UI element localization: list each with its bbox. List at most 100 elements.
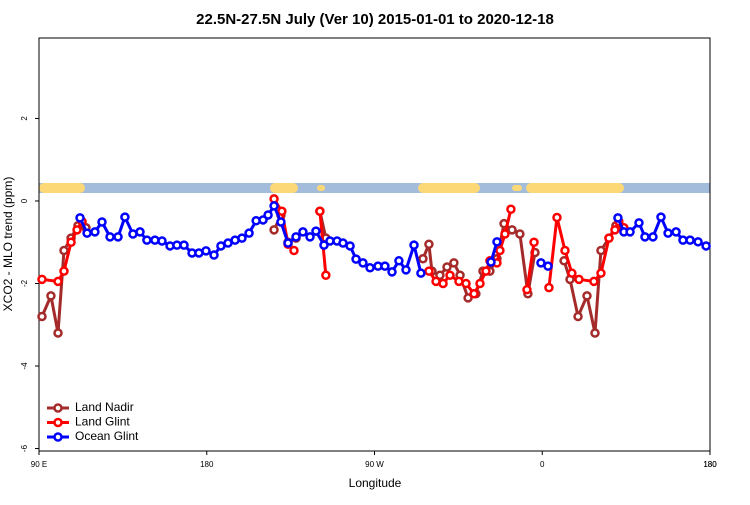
point bbox=[401, 265, 411, 275]
point bbox=[613, 213, 623, 223]
point bbox=[461, 278, 471, 289]
land-mask-strip bbox=[39, 183, 710, 193]
x-tick-label: 180 bbox=[200, 460, 214, 469]
point bbox=[625, 227, 635, 237]
point bbox=[82, 228, 92, 238]
point bbox=[522, 284, 532, 295]
point bbox=[209, 250, 219, 260]
point bbox=[263, 210, 273, 220]
point bbox=[486, 257, 496, 267]
point bbox=[409, 240, 419, 250]
point bbox=[53, 328, 63, 338]
point bbox=[345, 241, 355, 251]
point bbox=[90, 227, 100, 237]
point bbox=[589, 276, 599, 287]
point bbox=[495, 245, 505, 256]
point bbox=[277, 206, 287, 217]
point bbox=[311, 226, 321, 236]
point bbox=[365, 263, 375, 273]
point bbox=[37, 274, 47, 285]
point bbox=[387, 267, 397, 277]
point bbox=[529, 237, 539, 247]
point bbox=[179, 240, 189, 250]
point bbox=[201, 246, 211, 256]
point bbox=[416, 268, 426, 278]
point bbox=[418, 253, 428, 264]
ocean-band bbox=[39, 183, 710, 193]
legend-marker bbox=[53, 403, 63, 413]
point bbox=[315, 206, 325, 217]
x-tick-label: 90 E bbox=[31, 460, 47, 469]
point bbox=[289, 245, 299, 256]
point bbox=[648, 232, 658, 242]
point bbox=[276, 217, 286, 227]
point bbox=[590, 328, 600, 338]
y-tick-label: 0 bbox=[20, 198, 29, 203]
x-axis-label: Longitude bbox=[349, 476, 402, 490]
point bbox=[380, 261, 390, 271]
point bbox=[157, 236, 167, 246]
point bbox=[610, 225, 620, 235]
point bbox=[59, 266, 69, 276]
land-band bbox=[39, 183, 85, 193]
point bbox=[543, 261, 553, 271]
legend-marker bbox=[53, 432, 63, 442]
point bbox=[142, 235, 152, 245]
point bbox=[269, 201, 279, 211]
point bbox=[120, 212, 130, 222]
point bbox=[573, 311, 583, 322]
point bbox=[449, 258, 459, 268]
point bbox=[424, 266, 434, 276]
point bbox=[298, 227, 308, 237]
point bbox=[135, 227, 145, 237]
x-tick-label: 90 W bbox=[365, 460, 384, 469]
x-tick-label: 0 bbox=[540, 460, 545, 469]
point bbox=[634, 218, 644, 228]
point bbox=[560, 245, 570, 256]
y-tick-label: 2 bbox=[20, 116, 29, 121]
point bbox=[500, 229, 510, 239]
point bbox=[442, 262, 452, 272]
x-tick-label: 180 bbox=[703, 460, 717, 469]
point bbox=[394, 256, 404, 266]
point bbox=[604, 233, 614, 243]
point bbox=[475, 278, 485, 289]
point bbox=[574, 274, 584, 285]
chart-title: 22.5N-27.5N July (Ver 10) 2015-01-01 to … bbox=[196, 11, 554, 28]
point bbox=[663, 228, 673, 238]
point bbox=[351, 254, 361, 264]
point bbox=[507, 225, 517, 235]
legend-label: Land Glint bbox=[75, 415, 130, 429]
y-axis-label: XCO2 - MLO trend (ppm) bbox=[1, 177, 15, 312]
legend-marker bbox=[53, 417, 63, 428]
point bbox=[544, 282, 554, 293]
point bbox=[237, 233, 247, 243]
point bbox=[358, 258, 368, 268]
x-tick-label: 180 bbox=[703, 460, 717, 469]
point bbox=[66, 237, 76, 247]
point bbox=[291, 232, 301, 242]
point bbox=[701, 241, 711, 251]
land-band bbox=[418, 183, 480, 193]
point bbox=[438, 278, 448, 289]
point bbox=[319, 240, 329, 250]
point bbox=[596, 268, 606, 278]
point bbox=[685, 235, 695, 245]
point bbox=[469, 289, 479, 299]
point bbox=[536, 258, 546, 268]
point bbox=[506, 204, 516, 214]
point bbox=[567, 268, 577, 278]
point bbox=[693, 237, 703, 247]
legend-label: Ocean Glint bbox=[75, 429, 139, 443]
point bbox=[105, 232, 115, 242]
point bbox=[97, 217, 107, 227]
point bbox=[640, 232, 650, 242]
point bbox=[72, 225, 82, 235]
land-band bbox=[317, 185, 325, 191]
point bbox=[515, 229, 525, 239]
point bbox=[113, 232, 123, 242]
land-band bbox=[526, 183, 624, 193]
point bbox=[596, 245, 606, 256]
point bbox=[269, 225, 279, 235]
point bbox=[37, 311, 47, 322]
